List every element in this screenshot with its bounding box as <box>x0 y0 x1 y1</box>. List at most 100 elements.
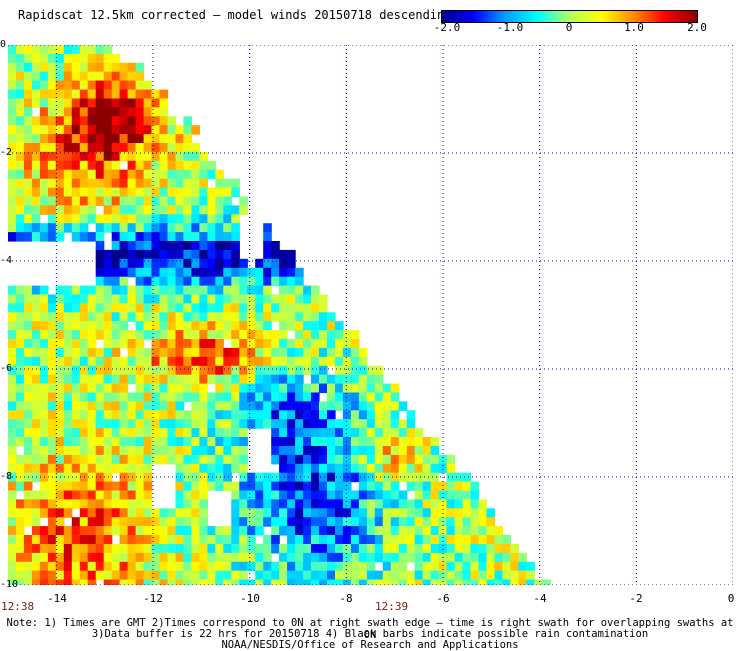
wind-cell <box>55 561 65 572</box>
wind-cell <box>71 62 81 73</box>
wind-cell <box>422 579 432 585</box>
wind-cell <box>239 570 248 581</box>
wind-cell <box>199 321 208 331</box>
wind-cell <box>191 294 200 304</box>
wind-cell <box>127 134 137 144</box>
wind-cell <box>494 579 504 585</box>
wind-cell <box>16 410 25 420</box>
wind-cell <box>358 401 368 411</box>
wind-cell <box>215 223 224 233</box>
wind-cell <box>16 98 25 108</box>
wind-cell <box>159 249 169 260</box>
wind-cell <box>175 205 185 215</box>
wind-cell <box>31 116 41 126</box>
wind-cell <box>159 401 169 411</box>
wind-cell <box>215 410 224 420</box>
wind-cell <box>454 552 464 563</box>
wind-cell <box>55 446 65 456</box>
wind-cell <box>127 446 137 456</box>
wind-cell <box>239 561 248 572</box>
wind-cell <box>31 419 41 429</box>
wind-cell <box>79 71 89 82</box>
wind-cell <box>103 561 113 572</box>
wind-cell <box>175 356 185 367</box>
wind-cell <box>127 490 137 500</box>
wind-cell <box>271 267 280 278</box>
wind-cell <box>47 98 57 108</box>
wind-cell <box>263 508 272 518</box>
wind-cell <box>350 339 360 349</box>
wind-cell <box>502 535 511 545</box>
wind-cell <box>103 410 113 420</box>
wind-cell <box>8 339 17 349</box>
wind-cell <box>199 303 208 313</box>
wind-cell <box>366 410 376 420</box>
wind-cell <box>390 428 400 438</box>
wind-cell <box>287 285 296 296</box>
wind-cell <box>191 454 200 465</box>
wind-cell <box>39 294 49 304</box>
wind-cell <box>263 312 272 322</box>
wind-cell <box>23 321 33 331</box>
wind-cell <box>311 419 320 429</box>
wind-cell <box>398 463 408 474</box>
wind-cell <box>8 116 17 126</box>
wind-cell <box>223 552 232 563</box>
wind-cell <box>111 321 121 331</box>
wind-cell <box>239 535 248 545</box>
wind-cell <box>231 428 240 438</box>
wind-cell <box>87 169 97 180</box>
wind-cell <box>295 374 304 385</box>
wind-cell <box>103 499 113 509</box>
wind-cell <box>422 526 432 536</box>
wind-cell <box>366 365 376 376</box>
wind-cell <box>47 178 57 189</box>
wind-cell <box>87 45 97 55</box>
wind-cell <box>406 481 416 492</box>
wind-cell <box>71 45 81 55</box>
wind-cell <box>95 160 105 171</box>
wind-cell <box>143 437 153 447</box>
wind-cell <box>87 62 97 73</box>
wind-cell <box>103 151 113 162</box>
wind-cell <box>103 53 113 64</box>
wind-cell <box>342 410 352 420</box>
wind-cell <box>39 570 49 581</box>
wind-cell <box>79 544 89 554</box>
wind-cell <box>79 356 89 367</box>
wind-cell <box>79 205 89 215</box>
wind-cell <box>223 187 232 198</box>
wind-cell <box>175 178 185 189</box>
wind-cell <box>79 214 89 224</box>
wind-cell <box>311 383 320 394</box>
wind-cell <box>87 205 97 215</box>
wind-cell <box>446 472 456 483</box>
wind-cell <box>462 472 472 483</box>
wind-cell <box>31 71 41 82</box>
wind-cell <box>358 490 368 500</box>
wind-cell <box>151 544 161 554</box>
wind-cell <box>406 410 416 420</box>
wind-cell <box>223 285 232 296</box>
wind-cell <box>382 446 392 456</box>
wind-cell <box>319 356 328 367</box>
wind-cell <box>494 552 504 563</box>
wind-cell <box>151 205 161 215</box>
wind-cell <box>175 535 185 545</box>
wind-cell <box>255 499 264 509</box>
wind-cell <box>327 410 336 420</box>
wind-cell <box>175 258 185 269</box>
wind-cell <box>143 561 153 572</box>
wind-cell <box>175 561 185 572</box>
wind-cell <box>23 98 33 108</box>
wind-cell <box>207 374 216 385</box>
wind-cell <box>87 80 97 91</box>
wind-cell <box>87 107 97 117</box>
wind-cell <box>135 544 145 554</box>
wind-cell <box>127 347 137 358</box>
wind-cell <box>47 116 57 126</box>
wind-cell <box>215 419 224 429</box>
wind-cell <box>63 561 73 572</box>
wind-cell <box>31 428 41 438</box>
wind-cell <box>135 392 145 402</box>
